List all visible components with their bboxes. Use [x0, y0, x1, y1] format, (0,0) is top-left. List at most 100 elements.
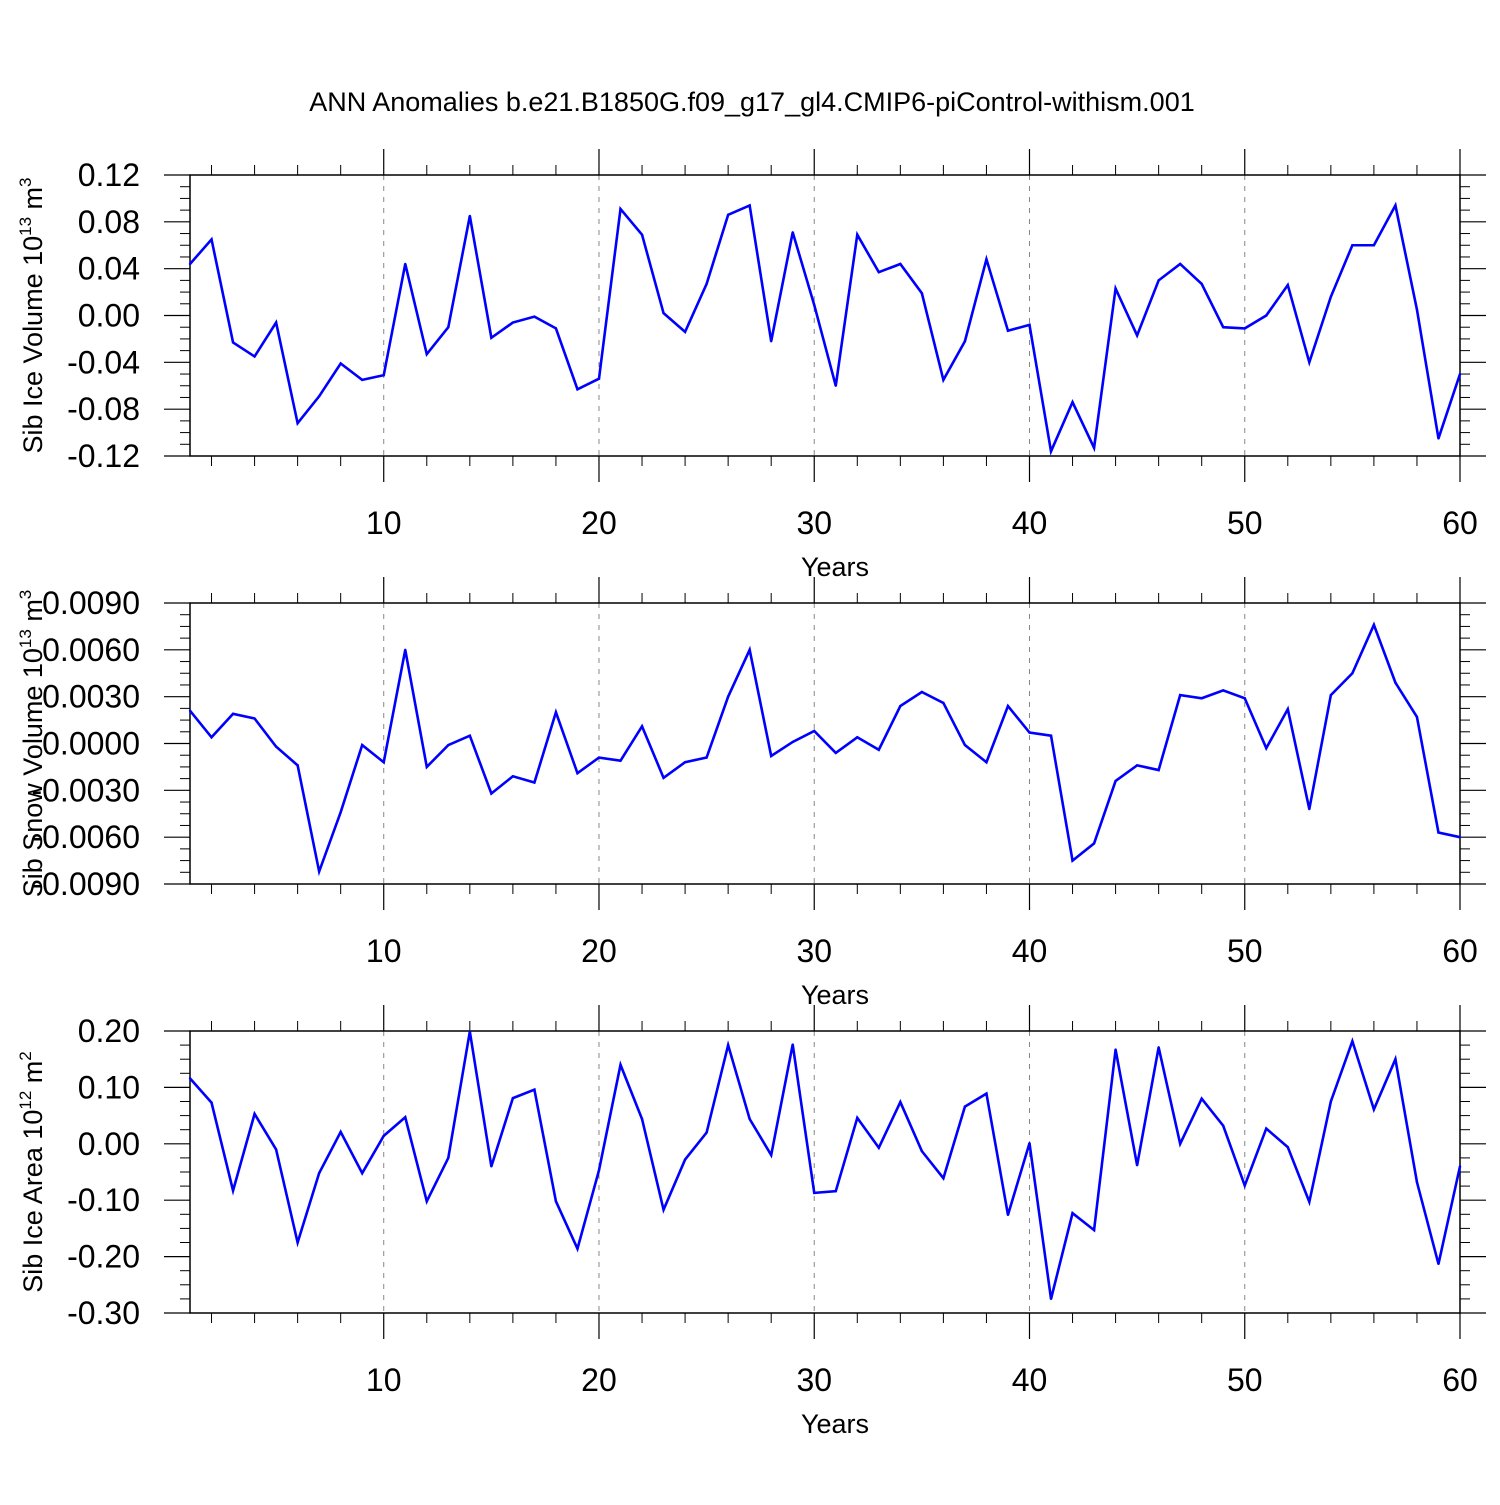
- y-label-superscript: 2: [16, 1051, 35, 1060]
- y-axis-label: Sib Snow Volume 1013 m3: [16, 590, 48, 898]
- data-point: [1286, 707, 1289, 711]
- data-point: [1437, 437, 1440, 440]
- y-axis-label: Sib Ice Volume 1013 m3: [16, 177, 48, 453]
- y-tick-label: 0.10: [78, 1069, 140, 1105]
- data-point: [188, 709, 192, 712]
- data-point: [188, 1077, 192, 1080]
- data-point: [447, 743, 450, 747]
- chart-panel-1: 10 20 30 40 50 60 -0.12 -0.08 -0.04 0.00 0.04 0.08 0…: [16, 149, 1486, 582]
- data-point: [985, 761, 988, 764]
- x-tick-label: 40: [1012, 1362, 1048, 1398]
- data-point: [490, 336, 493, 339]
- data-point: [210, 1101, 213, 1104]
- data-point: [791, 740, 794, 744]
- data-point: [1286, 1145, 1289, 1149]
- data-point: [1178, 262, 1182, 266]
- x-tick-label: 60: [1442, 1362, 1478, 1398]
- data-point: [1372, 244, 1376, 247]
- x-tick-label: 50: [1227, 1362, 1263, 1398]
- data-point: [1394, 204, 1397, 207]
- data-point: [705, 756, 708, 759]
- data-point: [619, 1063, 622, 1067]
- x-tick-label: 40: [1012, 505, 1048, 541]
- data-point: [1351, 672, 1354, 675]
- data-point: [296, 764, 299, 767]
- data-point: [296, 422, 299, 425]
- data-point: [726, 1043, 730, 1047]
- data-point: [210, 238, 213, 241]
- data-point: [1329, 295, 1333, 298]
- data-point: [791, 231, 794, 234]
- data-point: [1200, 1097, 1203, 1100]
- data-point: [274, 745, 278, 748]
- y-tick-label: -0.10: [67, 1182, 140, 1218]
- data-point: [554, 327, 558, 330]
- data-point: [726, 695, 730, 698]
- data-point: [1458, 372, 1462, 376]
- data-point: [533, 315, 536, 318]
- data-point: [985, 1092, 988, 1095]
- data-point: [274, 321, 278, 324]
- data-point: [533, 1088, 536, 1091]
- y-label-text: Sib Ice Volume 10: [18, 236, 48, 454]
- data-point: [1372, 1108, 1376, 1111]
- data-point: [920, 690, 924, 694]
- data-point: [317, 870, 321, 873]
- data-point: [468, 1030, 472, 1033]
- y-label-superscript: 3: [16, 590, 35, 599]
- data-point: [597, 756, 601, 759]
- data-point: [1006, 1213, 1010, 1217]
- data-point: [1394, 681, 1397, 684]
- data-point: [813, 729, 816, 733]
- y-label-text: Sib Snow Volume 10: [18, 648, 48, 897]
- series-line: [189, 1031, 1462, 1300]
- y-label-superscript: 13: [16, 217, 35, 236]
- data-point: [1372, 623, 1376, 627]
- y-tick-label: -0.08: [67, 391, 140, 427]
- data-point: [1286, 283, 1289, 287]
- y-tick-label: 0.08: [78, 204, 140, 240]
- data-point: [231, 341, 235, 344]
- data-point: [1265, 314, 1268, 317]
- data-point: [1222, 689, 1225, 692]
- data-point: [339, 362, 342, 365]
- x-tick-label: 20: [581, 933, 617, 969]
- data-point: [1394, 1058, 1397, 1061]
- data-point: [511, 775, 515, 778]
- data-point: [813, 1191, 816, 1195]
- y-label-text: m: [18, 599, 48, 629]
- data-point: [1028, 323, 1031, 327]
- data-point: [339, 1130, 342, 1134]
- data-point: [899, 704, 902, 708]
- y-label-text: m: [18, 1061, 48, 1091]
- data-point: [640, 1117, 644, 1121]
- data-point: [619, 207, 622, 211]
- data-point: [662, 1208, 665, 1211]
- data-point: [210, 736, 213, 739]
- y-tick-label: -0.20: [67, 1239, 140, 1275]
- x-axis-label: Years: [801, 1409, 869, 1439]
- data-point: [640, 725, 644, 728]
- data-point: [963, 340, 967, 343]
- x-axis-label: Years: [801, 552, 869, 582]
- data-point: [1049, 1297, 1053, 1301]
- data-point: [1092, 446, 1096, 450]
- data-point: [1200, 697, 1203, 700]
- data-point: [748, 204, 751, 207]
- data-point: [856, 736, 859, 739]
- x-axis-label: Years: [801, 980, 869, 1010]
- data-point: [447, 1156, 450, 1160]
- y-tick-label: 0.00: [78, 298, 140, 334]
- data-point: [920, 1149, 924, 1153]
- x-tick-label: 50: [1227, 933, 1263, 969]
- data-point: [899, 1100, 902, 1104]
- chart-panel-2: 10 20 30 40 50 60 -0.0090 -0.0060 -0.0030 0.0000 0…: [16, 577, 1486, 1010]
- data-point: [554, 711, 558, 714]
- y-tick-label: -0.0060: [31, 819, 140, 855]
- data-point: [317, 395, 321, 398]
- data-point: [468, 734, 472, 737]
- x-tick-label: 40: [1012, 933, 1048, 969]
- x-tick-label: 10: [366, 933, 402, 969]
- data-point: [748, 1117, 751, 1121]
- data-point: [1222, 1124, 1225, 1127]
